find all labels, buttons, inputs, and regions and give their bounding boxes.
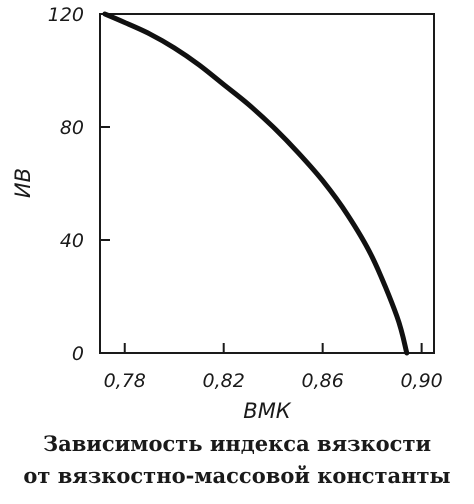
y-tick-label: 40: [60, 230, 84, 252]
x-axis-ticks: 0,78 0,82 0,86 0,90: [104, 343, 443, 392]
plot-frame: [99, 13, 435, 354]
y-tick-label: 120: [48, 4, 84, 26]
x-tick-label: 0,78: [104, 370, 146, 392]
caption-line-2: от вязкостно-массовой константы: [23, 463, 451, 488]
x-tick-label: 0,86: [302, 370, 344, 392]
caption-line-1: Зависимость индекса вязкости: [42, 431, 432, 456]
chart: 0,78 0,82 0,86 0,90 0 40 80 120 ВМК ИВ: [11, 4, 443, 423]
x-axis-label: ВМК: [243, 399, 292, 423]
y-tick-label: 0: [72, 343, 84, 365]
y-axis-label: ИВ: [11, 168, 35, 198]
x-tick-label: 0,82: [203, 370, 245, 392]
x-tick-label: 0,90: [400, 370, 442, 392]
series-line: [102, 11, 410, 356]
y-tick-label: 80: [60, 117, 84, 139]
